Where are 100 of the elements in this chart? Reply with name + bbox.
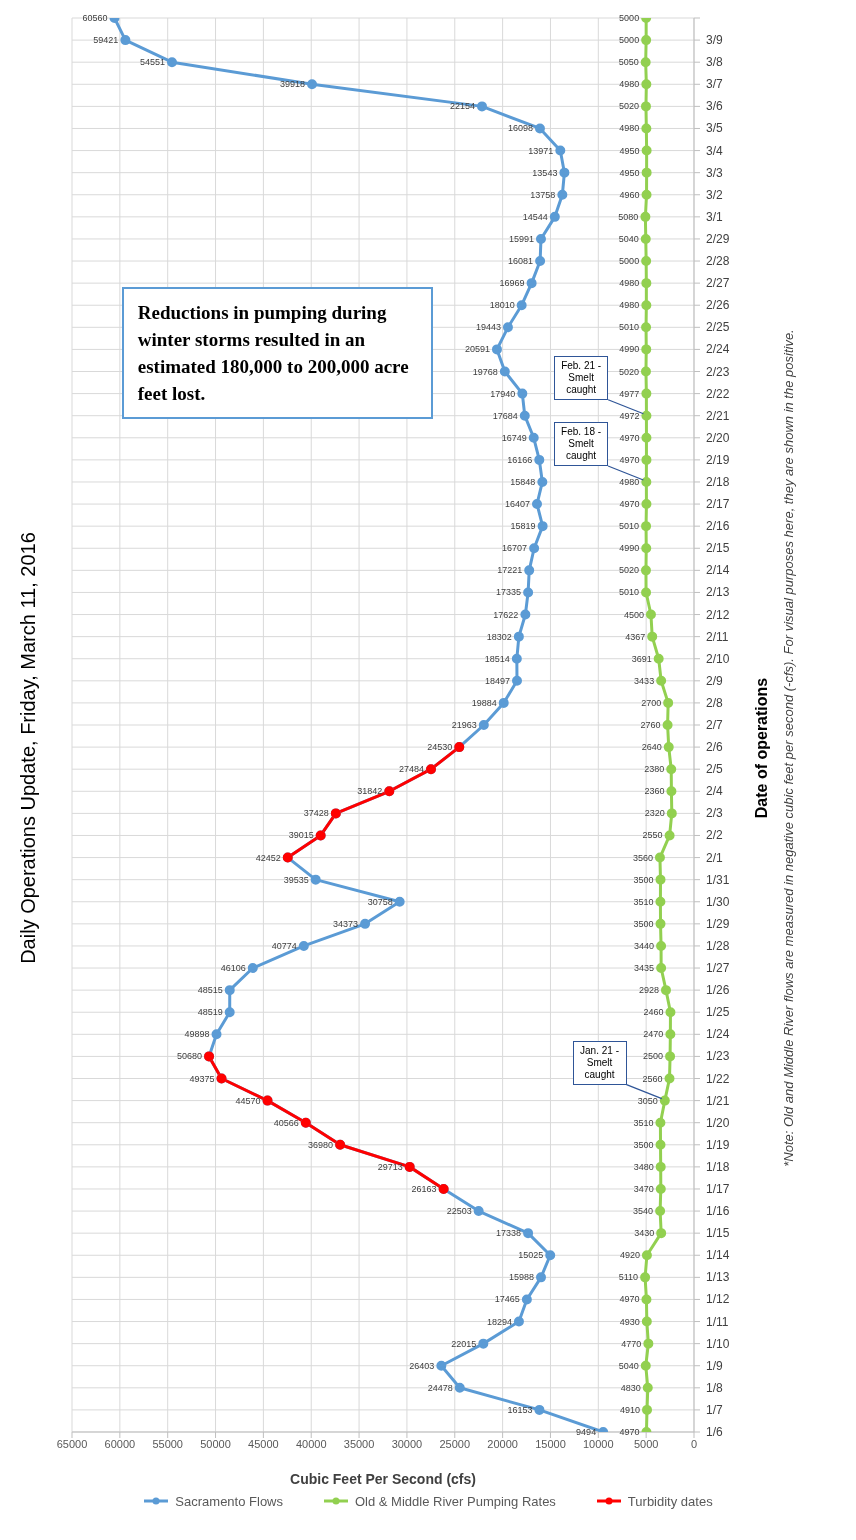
data-label: 4970 [619,1427,640,1437]
y-tick-label: 3/5 [706,121,724,136]
data-label: 44570 [235,1095,261,1106]
data-label: 16153 [507,1404,533,1415]
data-label: 5000 [619,256,640,267]
data-label: 2560 [642,1073,663,1084]
data-label: 29713 [377,1161,403,1172]
data-label: 36980 [308,1139,334,1150]
data-label: 39918 [279,79,306,90]
data-label: 5020 [618,565,639,576]
data-label: 50680 [177,1051,203,1062]
data-label: 19768 [472,366,498,377]
data-label: 17684 [492,410,518,421]
y-tick-label: 1/15 [706,1226,730,1241]
y-tick-label: 2/1 [706,850,724,865]
y-tick-label: 2/24 [706,342,730,357]
data-label: 4770 [621,1338,642,1349]
data-label: 48519 [197,1007,223,1018]
y-tick-label: 3/3 [706,165,724,180]
legend-label: Sacramento Flows [175,1493,283,1509]
data-label: 2460 [643,1007,664,1018]
data-label: 19443 [475,322,501,333]
annotation: Reductions in pumping during winter storms resulted in an estimated 180,000 to 200,000 acre feet lost. [121,286,433,419]
y-tick-label: 1/9 [706,1358,724,1373]
data-label: 4950 [619,145,640,156]
data-label: 48515 [197,985,223,996]
y-tick-label: 1/22 [706,1071,730,1086]
data-label: 18302 [486,631,512,642]
y-tick-label: 2/6 [706,740,724,755]
data-label: 4970 [619,1294,640,1305]
y-tick-label: 1/30 [706,894,730,909]
y-tick-label: 2/14 [706,563,730,578]
y-tick-label: 1/16 [706,1204,730,1219]
data-label: 16749 [501,432,527,443]
y-tick-label: 3/6 [706,99,724,114]
data-label: 3435 [634,963,655,974]
annotation: Feb. 18 - Smelt caught [554,421,609,466]
text: *Note: Old and Middle River flows are measured in negative cubic feet per second (-cfs). For visual purposes here, they are shown in the positive. [780,329,796,1167]
y-tick-label: 2/2 [706,828,724,843]
y-tick-label: 2/8 [706,695,724,710]
data-label: 4980 [619,476,640,487]
data-label: 16166 [507,454,533,465]
data-label: 24478 [427,1382,453,1393]
data-label: 2380 [644,764,665,775]
data-label: 3510 [633,1117,654,1128]
data-label: 18010 [489,300,515,311]
y-tick-label: 2/15 [706,541,730,556]
data-label: 3500 [633,1139,654,1150]
y-tick-label: 1/8 [706,1380,724,1395]
x-tick-label: 10000 [583,1437,614,1450]
y-tick-label: 3/1 [706,209,724,224]
data-label: 3430 [634,1228,655,1239]
data-label: 14544 [522,211,548,222]
data-label: 59421 [93,35,119,46]
data-label: 2470 [643,1029,664,1040]
data-label: 18514 [484,653,510,664]
y-tick-label: 3/9 [706,33,724,48]
data-label: 5010 [619,322,640,333]
data-label: 3560 [632,852,653,863]
y-tick-label: 2/17 [706,497,730,512]
y-tick-label: 3/7 [706,77,724,92]
data-label: 15848 [510,476,536,487]
data-label: 15819 [510,521,536,532]
x-tick-label: 65000 [56,1437,88,1450]
x-tick-label: 50000 [200,1437,231,1450]
y-tick-label: 1/10 [706,1336,730,1351]
y-tick-label: 2/5 [706,762,724,777]
data-label: 2700 [641,697,662,708]
data-label: 31842 [357,786,383,797]
x-tick-label: 5000 [633,1437,659,1450]
data-label: 13971 [528,145,554,156]
data-label: 4990 [619,344,640,355]
data-label: 21963 [451,720,477,730]
data-label: 16081 [508,256,534,267]
data-label: 17940 [490,388,516,399]
x-tick-label: 25000 [439,1437,471,1450]
y-tick-label: 2/3 [706,806,724,821]
y-tick-label: 1/29 [706,916,730,931]
data-label: 15025 [518,1250,544,1261]
y-tick-label: 2/7 [706,718,724,732]
data-label: 3500 [633,874,654,885]
data-label: 13543 [532,167,558,178]
y-tick-label: 1/27 [706,961,730,976]
data-label: 5080 [618,211,639,222]
data-label: 9494 [576,1427,597,1437]
data-label: 4500 [623,609,644,620]
y-tick-label: 1/12 [706,1292,730,1307]
y-tick-label: 2/20 [706,430,730,445]
data-label: 49898 [184,1029,210,1040]
y-tick-label: 2/13 [706,585,730,600]
x-axis-title: Cubic Feet Per Second (cfs) [290,1471,476,1487]
y-tick-label: 1/28 [706,938,730,953]
data-label: 3510 [633,896,654,907]
data-label: 2760 [640,720,661,730]
data-label: 17335 [496,587,522,598]
data-label: 16407 [504,499,530,510]
y-tick-label: 2/28 [706,254,730,269]
x-tick-label: 60000 [104,1437,136,1450]
data-label: 17465 [494,1294,520,1305]
y-tick-label: 2/11 [706,629,729,644]
